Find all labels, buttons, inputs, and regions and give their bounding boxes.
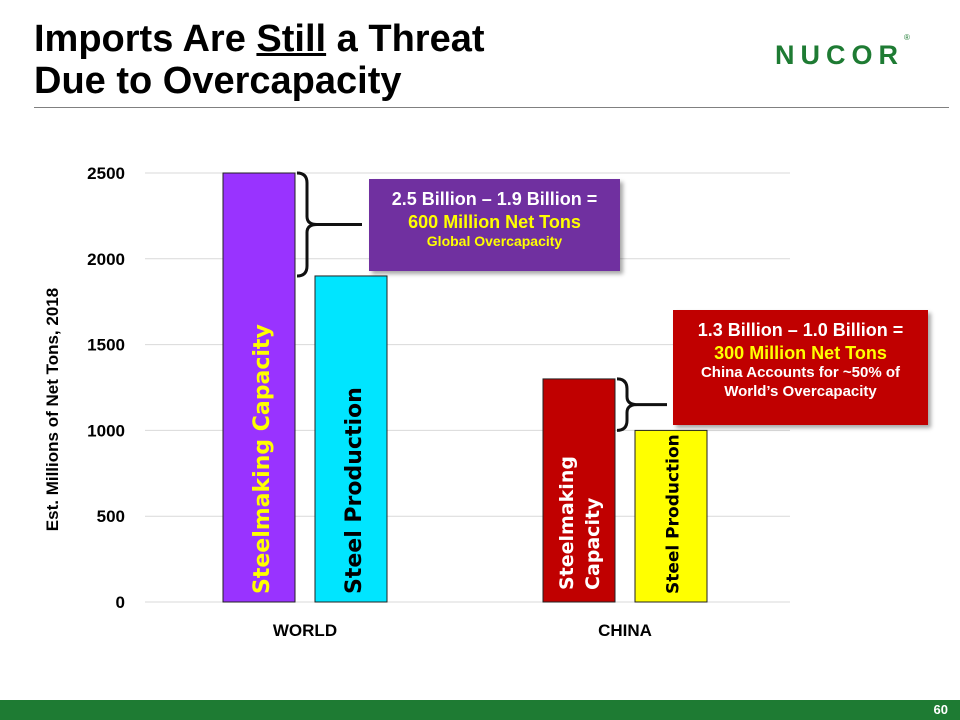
- y-tick-label-2500: 2500: [87, 164, 125, 183]
- china-callout-line-1: 1.3 Billion – 1.0 Billion =: [697, 320, 904, 340]
- china-overcapacity-callout: 1.3 Billion – 1.0 Billion = 300 Million …: [673, 310, 928, 425]
- china-callout-line-3: China Accounts for ~50% of: [700, 364, 901, 381]
- y-tick-label-500: 500: [97, 507, 125, 526]
- title-divider: [34, 107, 949, 108]
- title-text-1: Imports Are: [34, 18, 257, 60]
- page-number: 60: [933, 702, 948, 717]
- y-tick-label-1000: 1000: [87, 421, 125, 440]
- china-callout-line-2: 300 Million Net Tons: [714, 342, 887, 363]
- world-overcapacity-callout: 2.5 Billion – 1.9 Billion = 600 Million …: [369, 179, 620, 271]
- bar-china-steelmaking-capacity: [542, 378, 616, 603]
- bar-china-steel-production: [634, 429, 708, 603]
- nucor-logo: NUCOR®: [775, 33, 910, 71]
- china-bracket: [616, 377, 638, 432]
- world-callout-line-2: 600 Million Net Tons: [408, 211, 581, 232]
- title-underlined: Still: [256, 18, 327, 60]
- bar-world-steelmaking-capacity: [222, 172, 296, 603]
- china-callout-line-4: World’s Overcapacity: [724, 382, 877, 400]
- bar-label-china-0-line-1: Capacity: [582, 497, 604, 590]
- title-text-2: a Threat: [326, 18, 485, 60]
- page-title: Imports Are Still a Threat Due to Overca…: [34, 18, 485, 102]
- y-axis-label: Est. Millions of Net Tons, 2018: [43, 288, 62, 531]
- world-callout-line-1: 2.5 Billion – 1.9 Billion =: [391, 189, 598, 209]
- y-tick-label-0: 0: [116, 593, 125, 612]
- bar-chart: 0 500 1000 1500 2000 2500 Est. Millions of Net…: [43, 164, 790, 640]
- world-bracket: [296, 171, 318, 278]
- bar-label-china-0-line-0: Steelmaking: [556, 456, 578, 590]
- x-category-label-world: WORLD: [273, 621, 337, 640]
- bar-label-world-1: Steel Production: [342, 387, 367, 594]
- title-line-2: Due to Overcapacity: [34, 60, 402, 102]
- title-line-1: Imports Are Still a Threat: [34, 18, 485, 60]
- logo-registered-mark: ®: [904, 33, 910, 42]
- logo-text: NUCOR: [775, 40, 904, 70]
- bar-world-steel-production: [314, 275, 388, 603]
- bar-label-china-1: Steel Production: [664, 434, 684, 594]
- bar-label-world-0: Steelmaking Capacity: [250, 324, 275, 594]
- world-callout-line-3: Global Overcapacity: [426, 233, 563, 249]
- footer-bar: [0, 700, 960, 720]
- y-tick-label-1500: 1500: [87, 336, 125, 355]
- y-tick-label-2000: 2000: [87, 250, 125, 269]
- x-category-label-china: CHINA: [598, 621, 652, 640]
